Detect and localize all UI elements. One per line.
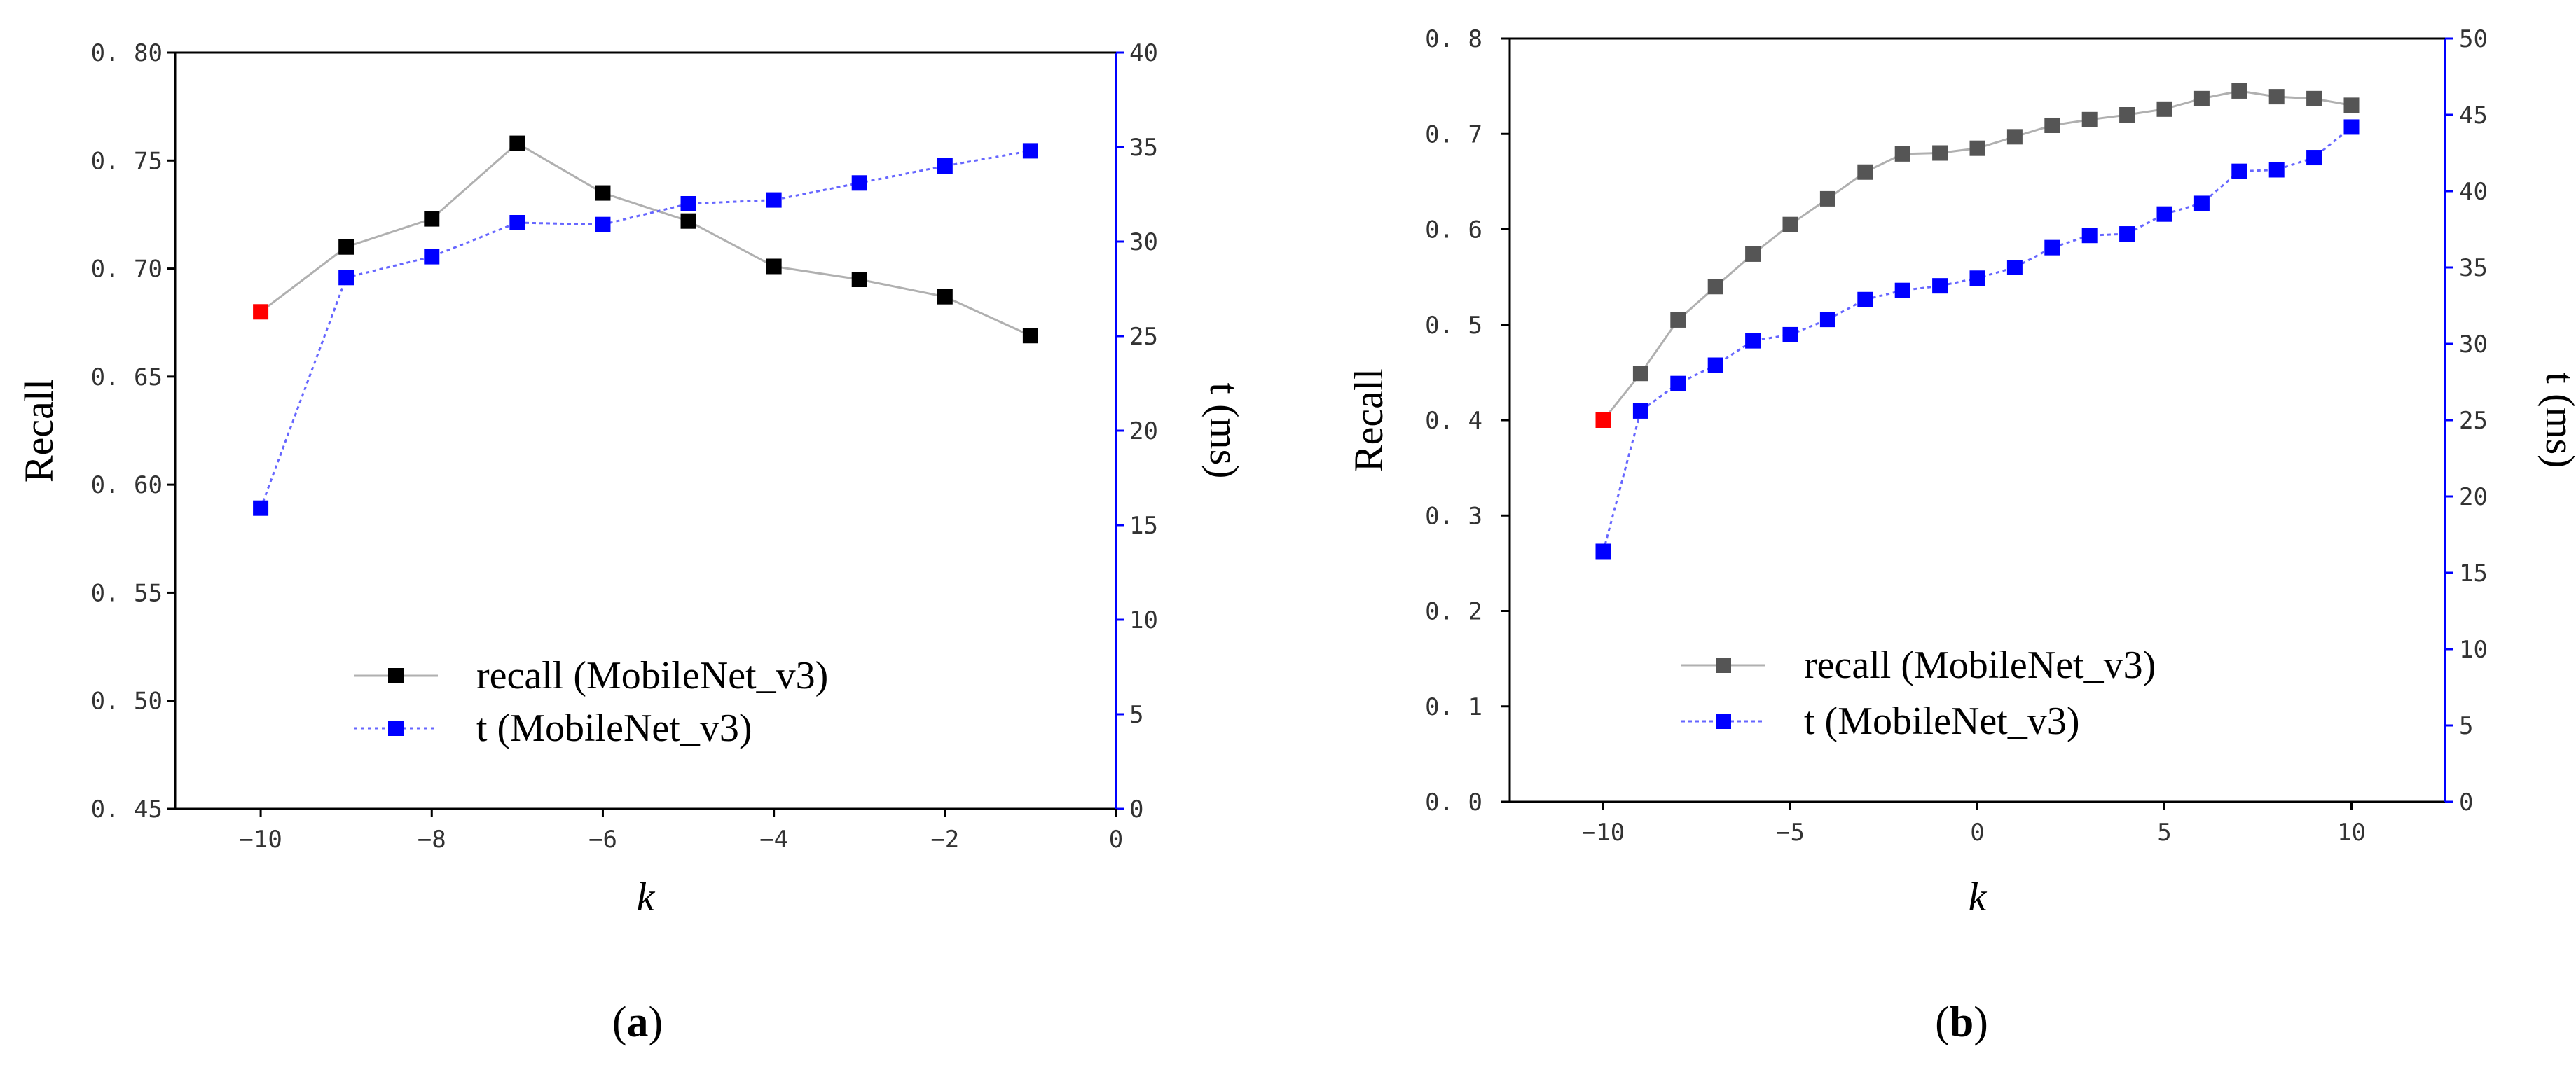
data-point-recall [595, 185, 611, 201]
data-point-recall [424, 211, 440, 227]
y2-tick-label: 0 [1129, 795, 1143, 824]
y-tick-label: 0. 45 [91, 795, 163, 824]
data-point-t [253, 500, 269, 516]
y2-tick-label: 10 [1129, 606, 1158, 634]
data-point-recall [851, 272, 867, 287]
x-tick-label: −8 [418, 826, 446, 854]
y-axis-title: Recall [16, 379, 62, 482]
data-point-recall [766, 258, 782, 275]
y-tick-label: 0. 50 [91, 688, 163, 716]
data-point-t [680, 196, 696, 211]
legend-marker [388, 668, 404, 683]
panel-caption: (a) [612, 999, 663, 1046]
y2-tick-label: 40 [1129, 39, 1158, 67]
y2-tick-label: 5 [1129, 701, 1143, 729]
data-point-t [595, 216, 611, 232]
x-tick-label: −4 [759, 826, 788, 854]
x-tick-label: 0 [1109, 826, 1123, 854]
caption-open: ( [612, 999, 627, 1046]
data-point-t [766, 192, 782, 208]
y-tick-label: 0. 80 [91, 39, 163, 67]
x-tick-label: −6 [588, 826, 617, 854]
data-point-t [424, 249, 440, 265]
caption-letter: a [627, 999, 649, 1046]
data-point-recall [680, 213, 696, 229]
series-line-t [259, 149, 1031, 509]
data-point-t [937, 158, 953, 174]
data-point-t [1022, 143, 1038, 159]
y2-axis-title: t (ms) [1201, 383, 1247, 479]
y-tick-label: 0. 55 [91, 579, 163, 607]
x-axis-title: k [637, 874, 656, 919]
x-tick-label: −2 [930, 826, 959, 854]
data-point-t [851, 175, 867, 191]
data-point-t [509, 215, 525, 230]
data-point-recall [509, 135, 525, 151]
y2-tick-label: 15 [1129, 512, 1158, 540]
y-tick-label: 0. 65 [91, 363, 163, 391]
series-line-recall [260, 141, 1031, 337]
y-tick-label: 0. 70 [91, 256, 163, 284]
caption-close: ) [649, 999, 663, 1046]
x-tick-label: −10 [239, 826, 282, 854]
y-tick-label: 0. 60 [91, 471, 163, 499]
legend-marker [388, 721, 404, 736]
data-point-t [338, 270, 354, 286]
y2-tick-label: 20 [1129, 417, 1158, 445]
data-point-recall [253, 304, 269, 320]
legend-label: t (MobileNet_v3) [476, 707, 752, 750]
data-point-recall [937, 289, 953, 305]
data-point-recall [1022, 328, 1038, 344]
y2-tick-label: 25 [1129, 323, 1158, 351]
data-point-recall [338, 239, 354, 255]
legend-label: recall (MobileNet_v3) [476, 654, 828, 697]
y-tick-label: 0. 75 [91, 147, 163, 175]
y2-tick-label: 35 [1129, 134, 1158, 162]
y2-tick-label: 30 [1129, 228, 1158, 256]
